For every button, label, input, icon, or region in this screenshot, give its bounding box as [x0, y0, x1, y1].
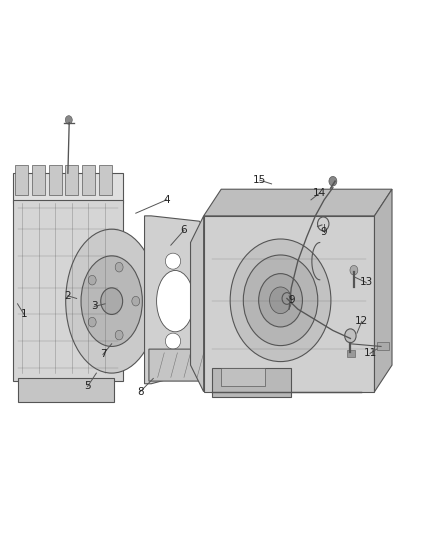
- Ellipse shape: [66, 229, 158, 373]
- Bar: [377, 342, 389, 350]
- Text: 6: 6: [180, 225, 187, 235]
- Bar: [82, 165, 95, 195]
- Circle shape: [345, 329, 356, 343]
- Bar: [221, 368, 265, 386]
- Text: 5: 5: [84, 382, 91, 391]
- Bar: [18, 378, 114, 402]
- Circle shape: [329, 176, 337, 186]
- Text: 14: 14: [313, 188, 326, 198]
- Polygon shape: [145, 216, 204, 384]
- Bar: [15, 165, 28, 195]
- Circle shape: [88, 317, 96, 327]
- Text: 7: 7: [99, 350, 106, 359]
- Text: 11: 11: [364, 349, 377, 358]
- Circle shape: [101, 288, 123, 314]
- Bar: [49, 165, 62, 195]
- Text: 8: 8: [137, 387, 144, 397]
- Bar: [13, 200, 123, 381]
- Circle shape: [115, 330, 123, 340]
- Circle shape: [115, 262, 123, 272]
- Text: 3: 3: [91, 302, 98, 311]
- Text: 4: 4: [163, 195, 170, 205]
- Circle shape: [132, 296, 140, 306]
- Circle shape: [270, 287, 292, 313]
- Bar: [204, 216, 374, 392]
- Ellipse shape: [157, 270, 194, 332]
- Text: 15: 15: [253, 175, 266, 185]
- Polygon shape: [149, 349, 208, 381]
- Text: 9: 9: [321, 227, 328, 237]
- Circle shape: [350, 265, 358, 275]
- Circle shape: [259, 273, 302, 327]
- Bar: [32, 165, 45, 195]
- Polygon shape: [374, 189, 392, 392]
- Ellipse shape: [81, 256, 142, 346]
- Polygon shape: [191, 216, 204, 392]
- Text: 13: 13: [360, 278, 373, 287]
- Circle shape: [230, 239, 331, 361]
- Bar: [13, 173, 123, 203]
- Text: 12: 12: [355, 317, 368, 326]
- Circle shape: [244, 255, 318, 345]
- Text: 2: 2: [64, 291, 71, 301]
- Bar: [347, 350, 355, 357]
- Text: 1: 1: [21, 310, 28, 319]
- Circle shape: [65, 116, 72, 124]
- Bar: [212, 368, 291, 397]
- Bar: [65, 165, 78, 195]
- Text: 9: 9: [288, 295, 295, 305]
- Ellipse shape: [166, 333, 180, 349]
- Bar: [99, 165, 112, 195]
- Circle shape: [88, 276, 96, 285]
- Polygon shape: [204, 189, 392, 216]
- Ellipse shape: [166, 253, 180, 269]
